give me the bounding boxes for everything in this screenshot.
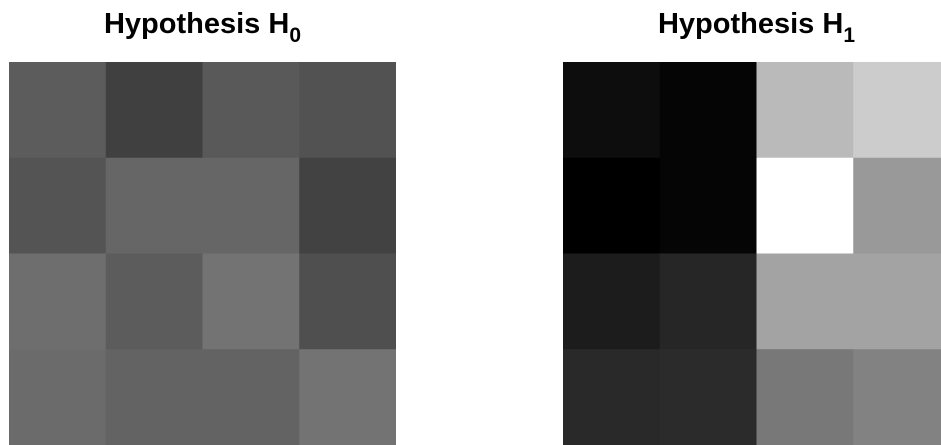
heatmap-cell-r3-c4 [299, 254, 396, 350]
heatmap-cell-r4-c3 [757, 349, 854, 445]
chart-title-h1-subscript: 1 [843, 24, 855, 47]
heatmap-cell-r2-c2 [106, 158, 203, 254]
chart-title-h1-text: Hypothesis H [658, 8, 843, 40]
heatmap-cell-r4-c4 [299, 349, 396, 445]
chart-title-h1: Hypothesis H1 [563, 6, 941, 42]
heatmap-cell-r1-c1 [9, 62, 106, 158]
heatmap-cell-r4-c1 [563, 349, 660, 445]
heatmap-cell-r2-c3 [757, 158, 854, 254]
heatmap-cell-r1-c1 [563, 62, 660, 158]
heatmap-cell-r2-c4 [299, 158, 396, 254]
heatmap-cell-r1-c2 [660, 62, 757, 158]
heatmap-cell-r4-c1 [9, 349, 106, 445]
heatmap-cell-r1-c3 [757, 62, 854, 158]
heatmap-cell-r3-c3 [757, 254, 854, 350]
heatmap-cell-r3-c4 [853, 254, 941, 350]
heatmap-cell-r3-c3 [203, 254, 300, 350]
heatmap-cell-r2-c3 [203, 158, 300, 254]
heatmap-cell-r2-c2 [660, 158, 757, 254]
heatmap-cell-r4-c4 [853, 349, 941, 445]
heatmap-cell-r1-c2 [106, 62, 203, 158]
heatmap-cell-r3-c2 [660, 254, 757, 350]
heatmap-panel-h1: Hypothesis H1 [563, 0, 941, 445]
heatmap-cell-r2-c1 [9, 158, 106, 254]
chart-title-h0: Hypothesis H0 [9, 6, 396, 42]
heatmap-h0 [9, 62, 396, 445]
chart-title-h0-text: Hypothesis H [104, 8, 289, 40]
heatmap-cell-r4-c2 [660, 349, 757, 445]
heatmap-cell-r3-c1 [9, 254, 106, 350]
heatmap-panel-h0: Hypothesis H0 [9, 0, 396, 445]
heatmap-cell-r3-c1 [563, 254, 660, 350]
heatmap-cell-r2-c4 [853, 158, 941, 254]
heatmap-cell-r1-c3 [203, 62, 300, 158]
chart-title-h0-subscript: 0 [289, 24, 301, 47]
heatmap-cell-r2-c1 [563, 158, 660, 254]
heatmap-cell-r3-c2 [106, 254, 203, 350]
heatmap-h1 [563, 62, 941, 445]
heatmap-cell-r1-c4 [853, 62, 941, 158]
heatmap-cell-r4-c2 [106, 349, 203, 445]
heatmap-cell-r1-c4 [299, 62, 396, 158]
heatmap-cell-r4-c3 [203, 349, 300, 445]
